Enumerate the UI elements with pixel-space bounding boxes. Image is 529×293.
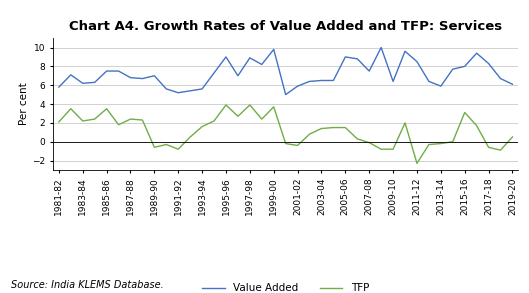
- TFP: [79, 119, 86, 123]
- Value Added: [259, 63, 265, 66]
- TFP: [211, 119, 217, 123]
- TFP: [151, 146, 158, 149]
- TFP: [414, 162, 420, 165]
- Value Added: [68, 73, 74, 76]
- Text: Source: India KLEMS Database.: Source: India KLEMS Database.: [11, 280, 163, 290]
- TFP: [473, 124, 480, 127]
- Value Added: [295, 84, 301, 88]
- Value Added: [235, 74, 241, 78]
- Value Added: [151, 74, 158, 78]
- Value Added: [473, 51, 480, 55]
- TFP: [330, 126, 336, 129]
- Value Added: [282, 93, 289, 96]
- TFP: [247, 103, 253, 107]
- Value Added: [104, 69, 110, 73]
- TFP: [402, 121, 408, 125]
- TFP: [366, 141, 372, 144]
- TFP: [461, 111, 468, 114]
- Value Added: [163, 87, 169, 91]
- Value Added: [92, 81, 98, 84]
- TFP: [68, 107, 74, 110]
- Value Added: [366, 69, 372, 73]
- Value Added: [497, 77, 504, 80]
- Value Added: [247, 56, 253, 60]
- TFP: [270, 105, 277, 109]
- TFP: [450, 140, 456, 144]
- Title: Chart A4. Growth Rates of Value Added and TFP: Services: Chart A4. Growth Rates of Value Added an…: [69, 20, 502, 33]
- Value Added: [56, 85, 62, 89]
- TFP: [306, 132, 313, 136]
- TFP: [354, 137, 360, 141]
- TFP: [259, 117, 265, 121]
- Line: Value Added: Value Added: [59, 47, 513, 95]
- Line: TFP: TFP: [59, 105, 513, 163]
- Value Added: [139, 77, 145, 80]
- Value Added: [461, 64, 468, 68]
- Value Added: [509, 83, 516, 86]
- TFP: [342, 126, 349, 129]
- Value Added: [115, 69, 122, 73]
- Value Added: [378, 46, 385, 49]
- Value Added: [223, 55, 229, 59]
- TFP: [378, 147, 385, 151]
- TFP: [199, 125, 205, 128]
- Value Added: [199, 87, 205, 91]
- Value Added: [330, 79, 336, 82]
- TFP: [223, 103, 229, 107]
- TFP: [104, 107, 110, 110]
- TFP: [127, 117, 134, 121]
- Value Added: [450, 67, 456, 71]
- TFP: [318, 127, 325, 130]
- TFP: [282, 142, 289, 145]
- TFP: [426, 143, 432, 146]
- Value Added: [414, 60, 420, 63]
- Legend: Value Added, TFP: Value Added, TFP: [202, 283, 369, 293]
- Value Added: [390, 80, 396, 83]
- Value Added: [79, 81, 86, 85]
- Y-axis label: Per cent: Per cent: [20, 83, 29, 125]
- TFP: [390, 147, 396, 151]
- TFP: [163, 143, 169, 146]
- Value Added: [437, 84, 444, 88]
- TFP: [139, 118, 145, 122]
- TFP: [235, 115, 241, 118]
- Value Added: [127, 76, 134, 79]
- Value Added: [270, 48, 277, 51]
- Value Added: [318, 79, 325, 82]
- TFP: [92, 117, 98, 121]
- Value Added: [306, 80, 313, 83]
- TFP: [175, 147, 181, 151]
- Value Added: [187, 89, 193, 93]
- Value Added: [211, 71, 217, 75]
- TFP: [115, 123, 122, 127]
- Value Added: [175, 91, 181, 94]
- TFP: [509, 135, 516, 139]
- Value Added: [486, 62, 492, 65]
- TFP: [295, 144, 301, 147]
- TFP: [497, 148, 504, 152]
- Value Added: [402, 50, 408, 53]
- TFP: [187, 135, 193, 139]
- Value Added: [342, 55, 349, 59]
- TFP: [486, 146, 492, 149]
- TFP: [56, 120, 62, 124]
- TFP: [437, 142, 444, 145]
- Value Added: [426, 80, 432, 83]
- Value Added: [354, 57, 360, 61]
